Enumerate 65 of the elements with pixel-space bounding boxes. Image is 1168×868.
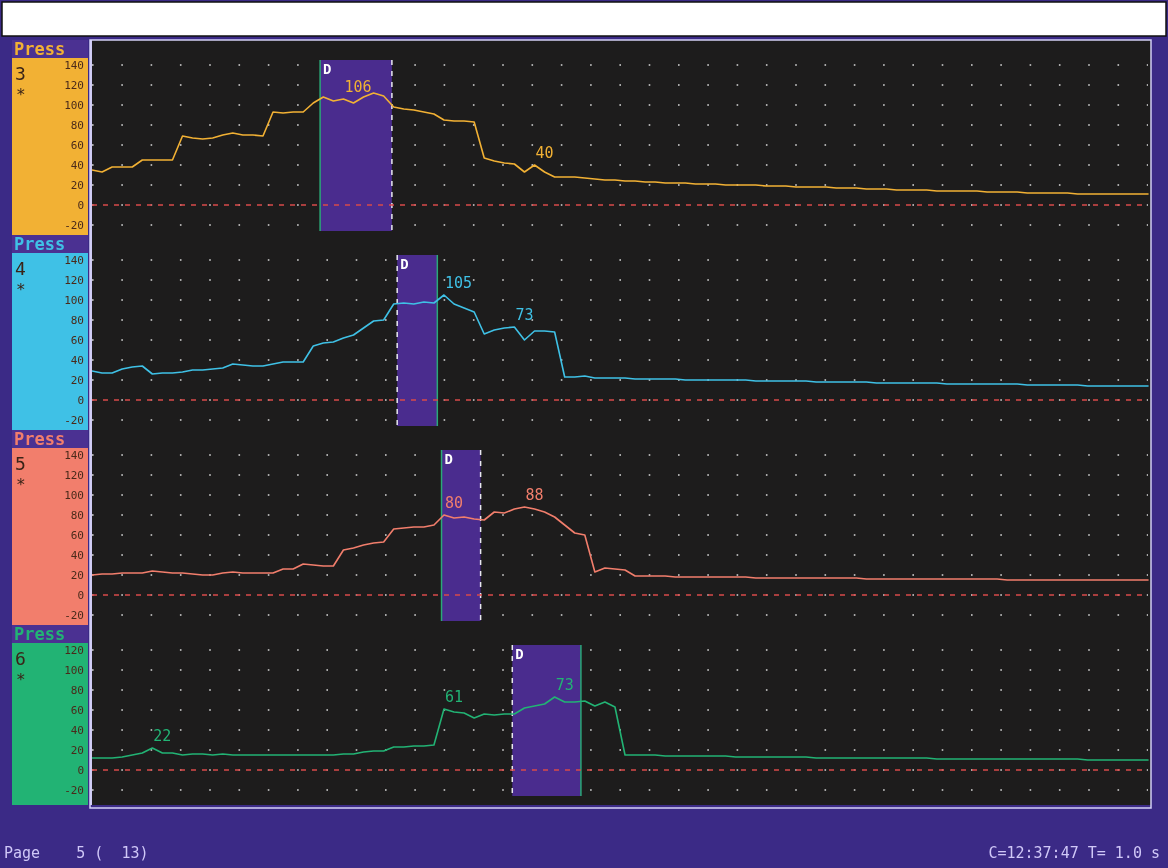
line-series [91,506,1149,581]
y-tick-label: 140 [64,254,84,267]
y-tick-label: 0 [77,589,84,602]
y-tick-label: 80 [70,509,84,522]
y-tick-label: 40 [70,724,84,737]
y-tick-label: 80 [70,684,84,697]
annotation: D [400,256,409,272]
data-label: 22 [153,727,172,745]
data-label: 106 [344,78,372,96]
y-tick-label: 80 [70,119,84,132]
y-tick-label: 100 [64,489,84,502]
annotation: D [323,61,332,77]
y-tick-label: 20 [70,744,84,757]
y-tick-label: 40 [70,354,84,367]
annotation: D [444,451,453,467]
y-tick-label: 120 [64,644,84,657]
chart-title: Press [14,429,66,449]
y-tick-label: 60 [70,704,84,717]
y-tick-label: 120 [64,274,84,287]
text: * [16,85,26,104]
y-tick-label: 60 [70,334,84,347]
y-tick-label: 120 [64,79,84,92]
y-tick-label: 100 [64,294,84,307]
y-tick-label: 20 [70,179,84,192]
y-tick-label: -20 [64,414,84,427]
y-axis-title: 4 [15,258,26,279]
y-axis-title: 6 [15,648,26,669]
y-tick-label: 100 [64,664,84,677]
data-label: 80 [445,494,464,512]
y-tick-label: 140 [64,449,84,462]
y-axis-title: 3 [15,63,26,84]
data-label: 105 [445,274,473,292]
y-tick-label: 0 [77,764,84,777]
y-tick-label: 100 [64,99,84,112]
y-tick-label: 20 [70,569,84,582]
y-axis-title: 5 [15,453,26,474]
y-tick-label: -20 [64,219,84,232]
chart-title: Press [14,234,66,254]
y-tick-label: -20 [64,784,84,797]
line-series [91,294,1149,387]
data-label: 61 [445,688,464,706]
y-tick-label: 60 [70,529,84,542]
y-tick-label: 0 [77,199,84,212]
y-tick-label: 20 [70,374,84,387]
y-tick-label: 80 [70,314,84,327]
text: C=12:37:47 T= 1.0 s [988,844,1160,862]
y-tick-label: 40 [70,549,84,562]
annotation: D [515,646,524,662]
chart-title: Press [14,39,66,59]
data-label: 73 [515,306,534,324]
text: * [16,475,26,494]
data-label: 73 [555,676,574,694]
y-tick-label: 60 [70,139,84,152]
text: * [16,670,26,689]
line-series [91,92,1149,195]
y-tick-label: 40 [70,159,84,172]
text: Page 5 ( 13) [4,844,149,862]
data-label: 88 [525,486,544,504]
data-label: 40 [535,144,554,162]
text: * [16,280,26,299]
chart-title: Press [14,624,66,644]
y-tick-label: -20 [64,609,84,622]
y-tick-label: 0 [77,394,84,407]
y-tick-label: 120 [64,469,84,482]
y-tick-label: 140 [64,59,84,72]
